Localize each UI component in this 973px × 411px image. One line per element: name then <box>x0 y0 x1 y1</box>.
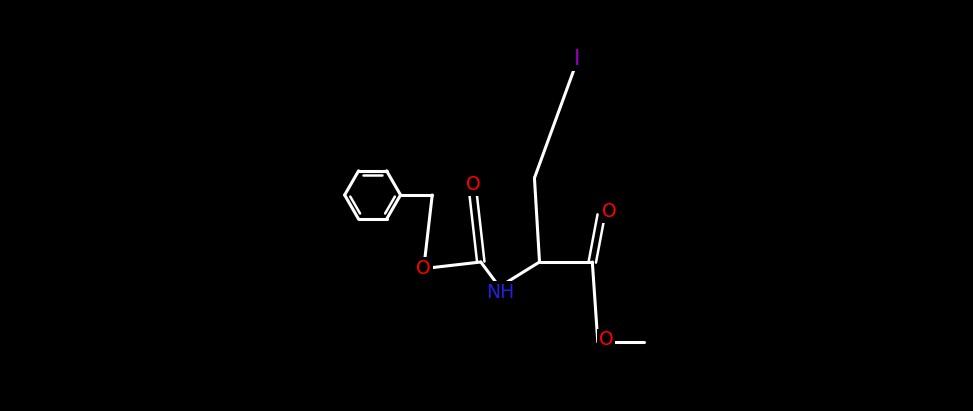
Text: O: O <box>466 175 481 194</box>
Text: NH: NH <box>486 283 514 302</box>
Text: O: O <box>416 259 431 277</box>
Text: O: O <box>598 330 613 349</box>
Text: O: O <box>602 202 617 221</box>
Text: I: I <box>573 49 580 69</box>
